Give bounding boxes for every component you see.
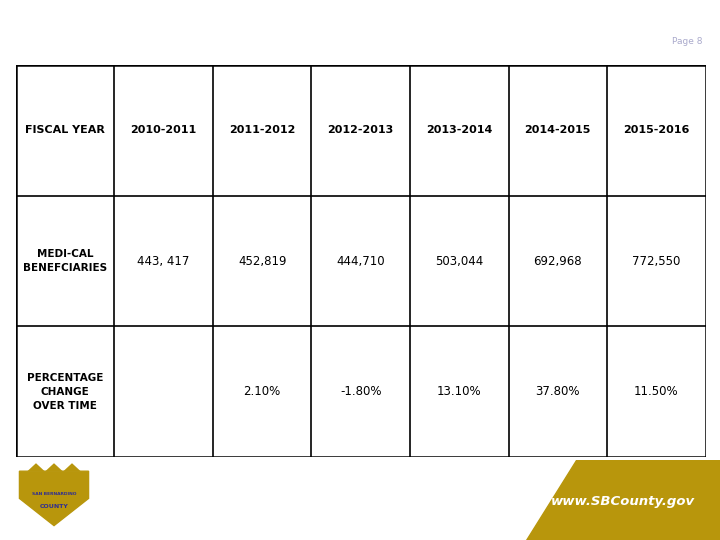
Polygon shape	[526, 460, 720, 540]
Text: COUNTY: COUNTY	[40, 504, 68, 509]
Text: 443, 417: 443, 417	[138, 254, 190, 267]
Text: 2014-2015: 2014-2015	[525, 125, 591, 135]
Text: SAN BERNARDINO: SAN BERNARDINO	[32, 491, 76, 496]
Text: 2012-2013: 2012-2013	[328, 125, 394, 135]
Text: 2011-2012: 2011-2012	[229, 125, 295, 135]
Text: 452,819: 452,819	[238, 254, 287, 267]
Text: 444,710: 444,710	[336, 254, 385, 267]
Text: PERCENTAGE
CHANGE
OVER TIME: PERCENTAGE CHANGE OVER TIME	[27, 373, 103, 411]
Text: 11.50%: 11.50%	[634, 386, 679, 399]
Polygon shape	[19, 471, 89, 525]
Text: -1.80%: -1.80%	[340, 386, 382, 399]
Text: 772,550: 772,550	[632, 254, 680, 267]
Text: 692,968: 692,968	[534, 254, 582, 267]
Polygon shape	[45, 463, 63, 471]
Text: 37.80%: 37.80%	[536, 386, 580, 399]
Text: 503,044: 503,044	[435, 254, 483, 267]
Text: www.SBCounty.gov: www.SBCounty.gov	[551, 495, 695, 508]
Polygon shape	[63, 463, 81, 471]
Text: Page 8: Page 8	[672, 37, 702, 46]
Polygon shape	[27, 463, 45, 471]
Text: Medi-Cal Beneficiaries Change Over Time: Medi-Cal Beneficiaries Change Over Time	[16, 16, 534, 36]
Text: Behavioral Health: Behavioral Health	[158, 497, 252, 507]
Text: 2010-2011: 2010-2011	[130, 125, 197, 135]
Text: MEDI-CAL
BENEFCIARIES: MEDI-CAL BENEFCIARIES	[23, 249, 107, 273]
Text: 2015-2016: 2015-2016	[623, 125, 690, 135]
Text: 2013-2014: 2013-2014	[426, 125, 492, 135]
Text: FISCAL YEAR: FISCAL YEAR	[25, 125, 105, 135]
Text: 2.10%: 2.10%	[243, 386, 281, 399]
Text: 13.10%: 13.10%	[437, 386, 482, 399]
